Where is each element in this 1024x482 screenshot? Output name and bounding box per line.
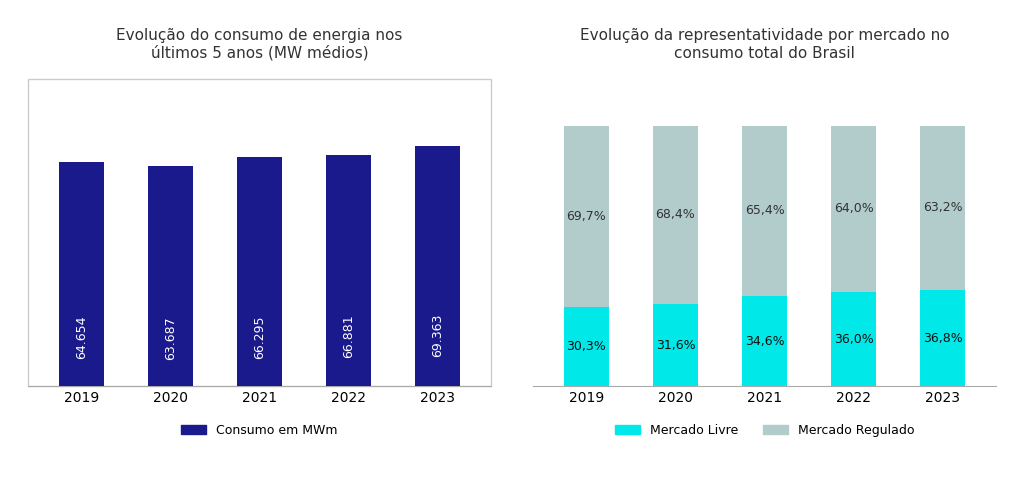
Text: 66.881: 66.881 (342, 315, 355, 359)
Text: 66.295: 66.295 (253, 315, 266, 359)
Text: 69.363: 69.363 (431, 314, 444, 358)
Text: 30,3%: 30,3% (566, 340, 606, 353)
Legend: Mercado Livre, Mercado Regulado: Mercado Livre, Mercado Regulado (609, 418, 920, 442)
Bar (831, 293, 876, 386)
Bar (28, 79, 492, 386)
Bar (416, 146, 460, 386)
Bar (742, 125, 786, 296)
Bar (742, 296, 786, 386)
Text: 64,0%: 64,0% (834, 202, 873, 215)
Bar (238, 157, 282, 386)
Text: 69,7%: 69,7% (566, 210, 606, 223)
Text: 34,6%: 34,6% (744, 335, 784, 348)
Bar (921, 290, 965, 386)
Bar (831, 125, 876, 293)
Text: 65,4%: 65,4% (744, 204, 784, 217)
Bar (327, 155, 371, 386)
Text: 31,6%: 31,6% (655, 338, 695, 351)
Bar (653, 304, 697, 386)
Legend: Consumo em MWm: Consumo em MWm (176, 418, 343, 442)
Title: Evolução do consumo de energia nos
últimos 5 anos (MW médios): Evolução do consumo de energia nos últim… (117, 28, 402, 61)
Text: 36,8%: 36,8% (923, 332, 963, 345)
Bar (653, 125, 697, 304)
Bar (564, 125, 608, 307)
Text: 68,4%: 68,4% (655, 208, 695, 221)
Bar (59, 162, 103, 386)
Bar (564, 307, 608, 386)
Text: 64.654: 64.654 (75, 316, 88, 360)
Text: 63.687: 63.687 (164, 316, 177, 360)
Bar (921, 125, 965, 290)
Bar (148, 166, 193, 386)
Text: 36,0%: 36,0% (834, 333, 873, 346)
Title: Evolução da representatividade por mercado no
consumo total do Brasil: Evolução da representatividade por merca… (580, 28, 949, 61)
Text: 63,2%: 63,2% (923, 201, 963, 214)
